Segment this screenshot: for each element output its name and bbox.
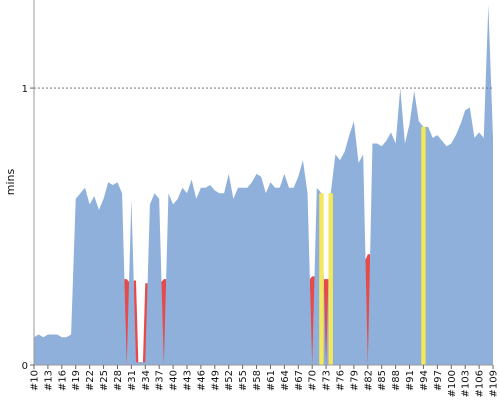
x-tick-label: #40 bbox=[169, 370, 180, 391]
x-tick-label: #100 bbox=[447, 370, 458, 397]
unstable-build-band bbox=[421, 126, 426, 365]
x-tick-label: #61 bbox=[266, 370, 277, 391]
y-axis-title: mins bbox=[4, 168, 17, 195]
x-tick-label: #16 bbox=[57, 370, 68, 391]
x-tick-label: #79 bbox=[349, 370, 360, 391]
x-tick-label: #109 bbox=[489, 370, 500, 397]
x-tick-label: #46 bbox=[196, 370, 207, 391]
x-tick-label: #97 bbox=[433, 370, 444, 391]
x-tick-label: #13 bbox=[43, 370, 54, 391]
x-tick-label: #106 bbox=[475, 370, 486, 397]
x-tick-label: #82 bbox=[363, 370, 374, 391]
x-tick-label: #31 bbox=[127, 370, 138, 391]
x-tick-label: #88 bbox=[391, 370, 402, 391]
x-tick-label: #55 bbox=[238, 370, 249, 391]
x-tick-label: #10 bbox=[30, 370, 41, 391]
x-tick-label: #58 bbox=[252, 370, 263, 391]
x-tick-layer: #10 #13 #16 #19 #22 #25 #28 #31 #34 #37 #40 #43 #46 #… bbox=[30, 365, 500, 397]
chart-area-layer bbox=[34, 5, 493, 365]
build-duration-area bbox=[34, 5, 493, 365]
unstable-build-band bbox=[328, 193, 333, 365]
x-tick-label: #85 bbox=[377, 370, 388, 391]
x-tick-label: #67 bbox=[294, 370, 305, 391]
x-tick-label: #73 bbox=[322, 370, 333, 391]
y-tick-label: 0 bbox=[22, 361, 28, 372]
x-tick-label: #76 bbox=[336, 370, 347, 391]
x-tick-label: #22 bbox=[85, 370, 96, 391]
x-tick-label: #37 bbox=[155, 370, 166, 391]
x-tick-label: #94 bbox=[419, 370, 430, 391]
x-tick-label: #91 bbox=[405, 370, 416, 391]
x-tick-label: #25 bbox=[99, 370, 110, 391]
x-tick-label: #43 bbox=[183, 370, 194, 391]
x-tick-label: #103 bbox=[461, 370, 472, 397]
x-tick-label: #64 bbox=[280, 370, 291, 391]
x-tick-label: #49 bbox=[210, 370, 221, 391]
x-tick-label: #28 bbox=[113, 370, 124, 391]
unstable-build-band bbox=[319, 193, 324, 365]
x-tick-label: #70 bbox=[308, 370, 319, 391]
x-tick-label: #52 bbox=[224, 370, 235, 391]
y-tick-label: 1 bbox=[22, 84, 28, 95]
x-tick-label: #34 bbox=[141, 370, 152, 391]
y-tick-layer: 01 bbox=[22, 84, 34, 372]
axes-layer bbox=[33, 0, 493, 366]
x-tick-label: #19 bbox=[71, 370, 82, 391]
